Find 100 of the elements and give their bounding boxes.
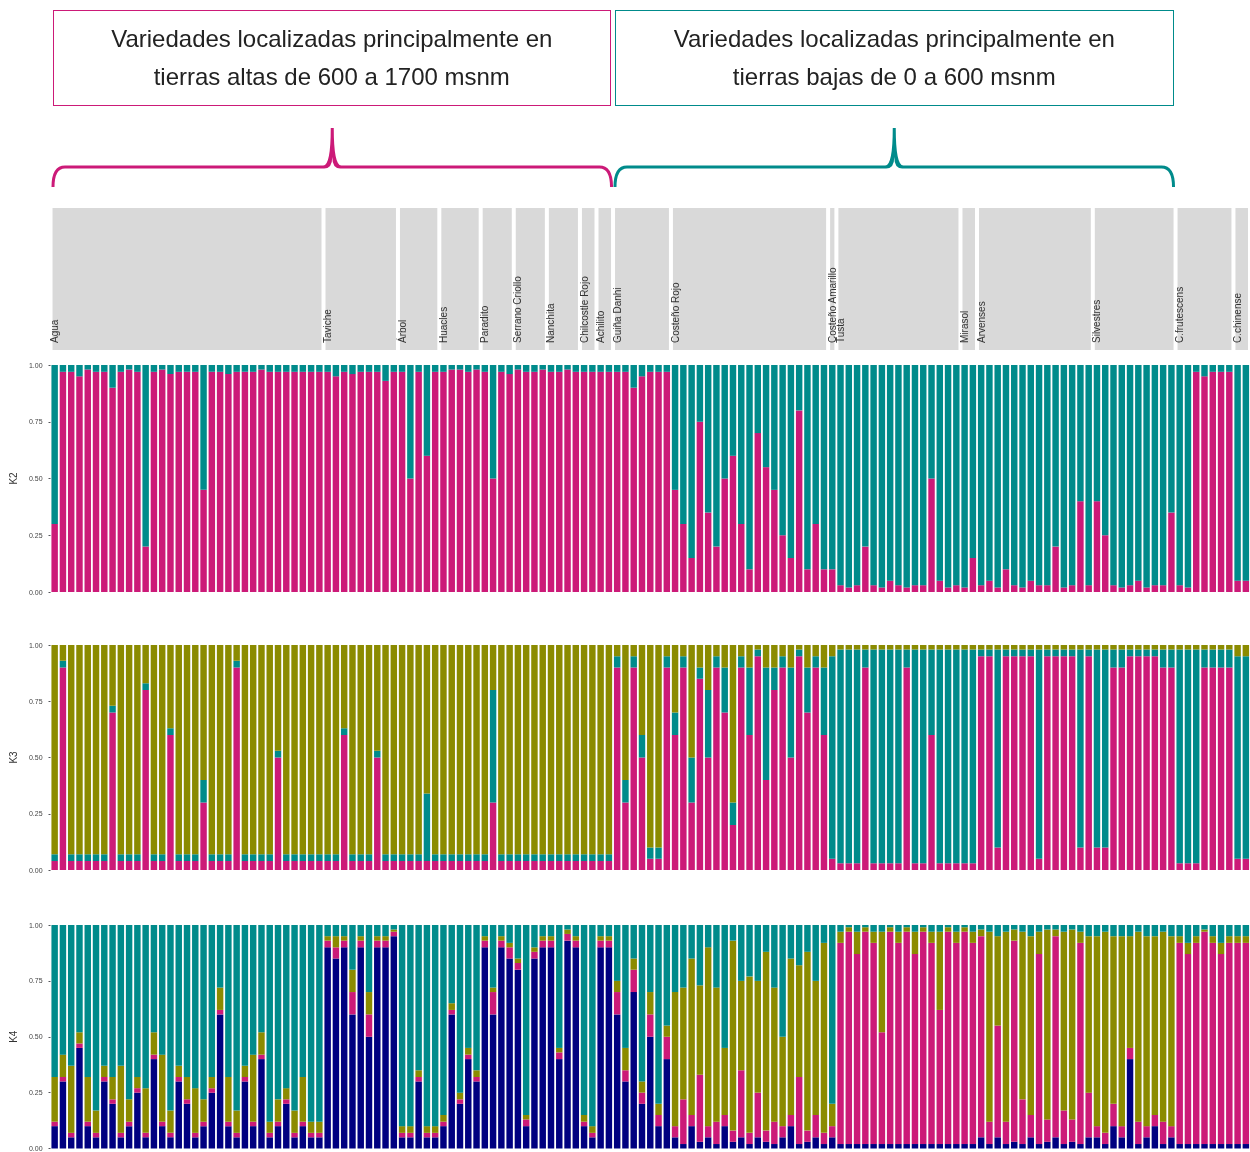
bar bbox=[183, 371, 191, 592]
bar bbox=[564, 645, 571, 855]
bar bbox=[556, 1052, 563, 1060]
bar bbox=[647, 645, 654, 848]
bar bbox=[729, 925, 737, 941]
bar bbox=[1193, 942, 1200, 1145]
bar bbox=[911, 585, 919, 592]
bar bbox=[423, 925, 431, 1127]
bar bbox=[51, 1126, 58, 1149]
bar bbox=[1102, 925, 1109, 932]
bar bbox=[1093, 365, 1101, 502]
x-tick-label: Agua bbox=[49, 319, 61, 343]
bar bbox=[1093, 649, 1101, 848]
bar bbox=[829, 1126, 836, 1138]
bar bbox=[928, 735, 935, 870]
bar bbox=[431, 861, 439, 870]
bar bbox=[762, 1141, 770, 1149]
bar bbox=[1019, 365, 1026, 588]
bar bbox=[547, 854, 555, 861]
bar bbox=[613, 667, 621, 870]
bar bbox=[613, 992, 621, 1015]
bar bbox=[647, 365, 654, 372]
bar bbox=[431, 854, 439, 861]
bar bbox=[1242, 645, 1250, 657]
bar bbox=[746, 1132, 753, 1145]
bar bbox=[440, 1114, 447, 1122]
bar bbox=[920, 1144, 927, 1149]
bar bbox=[258, 365, 265, 370]
bar bbox=[67, 371, 75, 592]
bar bbox=[1151, 925, 1159, 937]
bar bbox=[613, 645, 621, 657]
bar bbox=[911, 649, 919, 864]
bar bbox=[440, 854, 447, 861]
bar bbox=[481, 371, 489, 592]
bar bbox=[440, 925, 447, 1115]
bar bbox=[1193, 863, 1200, 870]
bar bbox=[580, 861, 588, 870]
bar bbox=[390, 936, 398, 1149]
bar bbox=[969, 649, 977, 864]
bar bbox=[307, 371, 315, 592]
bar bbox=[349, 365, 356, 375]
bar bbox=[1027, 580, 1035, 592]
bar bbox=[382, 854, 389, 861]
bar bbox=[605, 861, 613, 870]
bar bbox=[117, 861, 125, 870]
bar bbox=[804, 667, 811, 713]
bar bbox=[59, 660, 67, 668]
bar bbox=[274, 750, 282, 758]
bar bbox=[977, 365, 985, 586]
bar bbox=[101, 1076, 108, 1082]
bar bbox=[580, 371, 588, 592]
bar bbox=[208, 645, 216, 855]
bar bbox=[1217, 365, 1225, 372]
bar bbox=[1093, 847, 1101, 870]
bar bbox=[969, 365, 977, 558]
bar bbox=[258, 645, 265, 855]
bar bbox=[531, 951, 538, 959]
bar bbox=[150, 371, 158, 592]
x-tick-label: Chilcostle Rojo bbox=[578, 275, 590, 343]
bar bbox=[953, 931, 960, 943]
bar bbox=[878, 1032, 886, 1145]
bar bbox=[241, 861, 249, 870]
bar bbox=[572, 365, 580, 372]
bar bbox=[307, 645, 315, 855]
bar bbox=[423, 455, 431, 592]
bar bbox=[853, 649, 861, 864]
bar bbox=[1217, 954, 1225, 1145]
bar bbox=[125, 925, 133, 1100]
bar bbox=[1060, 587, 1068, 592]
bar bbox=[340, 936, 348, 941]
text: Variedades localizadas principalmente en tierras altas de 600 a 1700 msnm bbox=[52, 10, 612, 106]
bar bbox=[125, 645, 133, 855]
bar bbox=[605, 854, 613, 861]
bar bbox=[1201, 376, 1208, 592]
bar bbox=[920, 931, 927, 1145]
bar bbox=[969, 863, 977, 870]
bar bbox=[762, 645, 770, 668]
bar bbox=[556, 854, 563, 861]
bar bbox=[349, 925, 356, 970]
bar bbox=[738, 667, 745, 870]
bar bbox=[506, 942, 513, 948]
bar bbox=[1011, 1141, 1018, 1149]
bar bbox=[936, 925, 944, 932]
bar bbox=[407, 1126, 414, 1133]
bar bbox=[274, 645, 282, 751]
bar bbox=[1184, 954, 1192, 1145]
bar bbox=[820, 645, 828, 668]
bar bbox=[589, 1126, 596, 1133]
bar bbox=[638, 757, 646, 870]
bar bbox=[307, 925, 315, 1122]
bar bbox=[1118, 649, 1126, 668]
bar bbox=[241, 1081, 249, 1149]
bar bbox=[1201, 931, 1208, 1145]
bar bbox=[729, 1130, 737, 1142]
bar bbox=[1102, 365, 1109, 536]
bar bbox=[663, 925, 671, 1026]
bar bbox=[1242, 580, 1250, 592]
bar bbox=[150, 1059, 158, 1149]
bar bbox=[671, 925, 679, 993]
bar bbox=[167, 1132, 174, 1138]
